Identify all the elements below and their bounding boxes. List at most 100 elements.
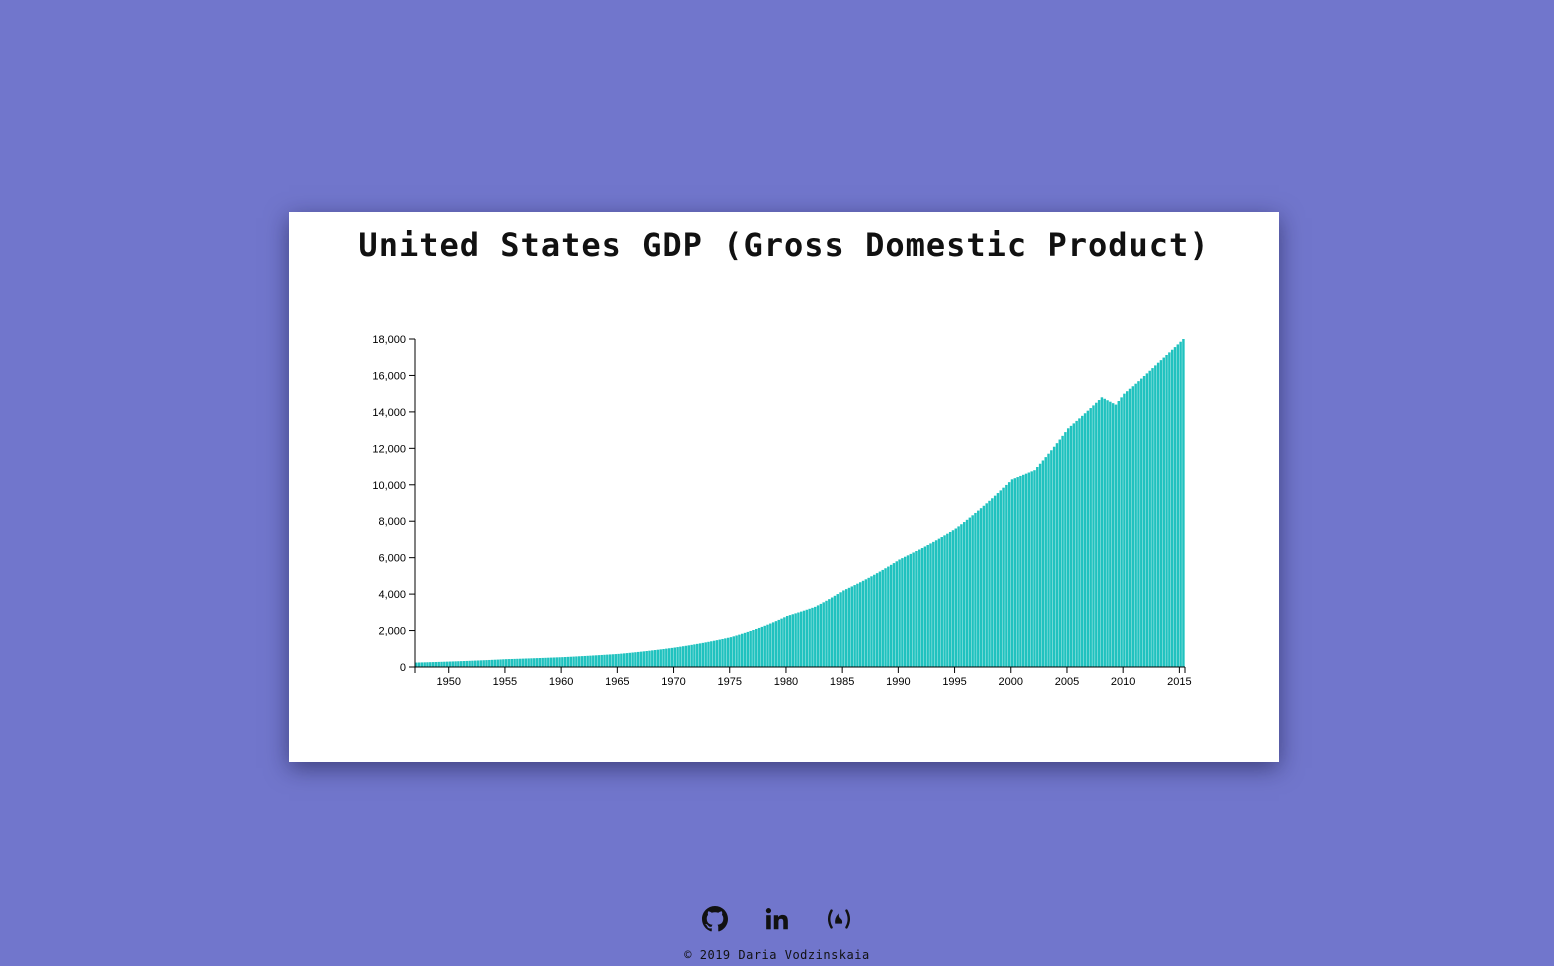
gdp-bar[interactable]: [738, 634, 741, 667]
gdp-bar[interactable]: [572, 656, 575, 667]
gdp-bar[interactable]: [1024, 473, 1028, 667]
gdp-bar[interactable]: [474, 660, 477, 667]
gdp-bar[interactable]: [541, 657, 544, 667]
gdp-bar[interactable]: [777, 619, 780, 667]
gdp-bar[interactable]: [974, 512, 977, 667]
gdp-bar[interactable]: [1022, 474, 1025, 667]
gdp-bar[interactable]: [608, 654, 612, 667]
gdp-bar[interactable]: [575, 656, 578, 667]
gdp-bar[interactable]: [752, 629, 755, 667]
gdp-bar[interactable]: [999, 490, 1002, 667]
gdp-bar[interactable]: [681, 646, 685, 667]
gdp-bar[interactable]: [937, 538, 941, 667]
gdp-bar[interactable]: [468, 660, 471, 667]
gdp-bar[interactable]: [915, 551, 918, 667]
gdp-bar[interactable]: [819, 603, 823, 667]
gdp-bar[interactable]: [898, 559, 901, 667]
gdp-bar[interactable]: [670, 647, 674, 667]
gdp-bar[interactable]: [490, 659, 494, 667]
gdp-bar[interactable]: [906, 555, 910, 667]
gdp-bar[interactable]: [1041, 460, 1045, 667]
gdp-bar[interactable]: [606, 654, 609, 667]
gdp-bar[interactable]: [881, 569, 884, 667]
gdp-bar[interactable]: [1019, 475, 1022, 667]
gdp-bar[interactable]: [732, 636, 736, 667]
gdp-bar[interactable]: [1013, 478, 1017, 667]
gdp-bar[interactable]: [712, 640, 716, 667]
gdp-bar[interactable]: [822, 602, 825, 667]
gdp-bar[interactable]: [496, 659, 499, 667]
gdp-bar[interactable]: [760, 626, 764, 667]
gdp-bar[interactable]: [988, 500, 991, 667]
gdp-bar[interactable]: [962, 522, 966, 667]
gdp-bar[interactable]: [696, 643, 699, 667]
gdp-bar[interactable]: [479, 660, 483, 667]
gdp-bar[interactable]: [1092, 405, 1095, 667]
gdp-bar[interactable]: [504, 659, 508, 667]
gdp-bar[interactable]: [1061, 435, 1064, 667]
gdp-bar[interactable]: [1106, 400, 1109, 667]
gdp-bar[interactable]: [991, 498, 994, 667]
gdp-bar[interactable]: [611, 654, 615, 667]
gdp-bar[interactable]: [429, 662, 432, 667]
gdp-bar[interactable]: [673, 647, 676, 668]
gdp-bar[interactable]: [558, 657, 561, 667]
gdp-bar[interactable]: [996, 493, 1000, 667]
gdp-bar[interactable]: [918, 549, 921, 667]
gdp-bar[interactable]: [957, 526, 960, 667]
gdp-bar[interactable]: [884, 568, 887, 667]
gdp-bar[interactable]: [577, 656, 581, 667]
gdp-bar[interactable]: [676, 647, 679, 667]
gdp-bar[interactable]: [533, 658, 536, 667]
gdp-bar[interactable]: [445, 661, 449, 667]
gdp-bar[interactable]: [485, 660, 488, 667]
gdp-bar[interactable]: [1128, 388, 1132, 667]
gdp-bar[interactable]: [561, 657, 564, 667]
gdp-bar[interactable]: [985, 503, 988, 667]
gdp-bar[interactable]: [1069, 425, 1073, 667]
gdp-bar[interactable]: [977, 510, 980, 667]
gdp-bar[interactable]: [662, 648, 665, 667]
gdp-bar[interactable]: [1145, 373, 1149, 667]
gdp-bar[interactable]: [563, 657, 567, 667]
gdp-bar[interactable]: [1010, 479, 1014, 667]
gdp-bar[interactable]: [889, 564, 893, 667]
gdp-bar[interactable]: [1075, 420, 1078, 667]
freecodecamp-icon[interactable]: [825, 905, 853, 933]
gdp-bar[interactable]: [926, 544, 929, 667]
gdp-bar[interactable]: [1030, 471, 1033, 667]
gdp-bar[interactable]: [951, 530, 955, 667]
gdp-bar[interactable]: [549, 657, 553, 667]
gdp-bar[interactable]: [934, 540, 938, 667]
gdp-bar[interactable]: [800, 611, 803, 667]
gdp-bar[interactable]: [853, 585, 856, 667]
gdp-bar[interactable]: [887, 566, 890, 667]
gdp-bar[interactable]: [839, 592, 842, 667]
gdp-bar[interactable]: [797, 612, 800, 667]
gdp-bar[interactable]: [465, 660, 469, 667]
gdp-bar[interactable]: [788, 615, 792, 667]
gdp-bar[interactable]: [875, 573, 879, 667]
gdp-bar[interactable]: [642, 651, 646, 667]
gdp-bar[interactable]: [802, 610, 806, 667]
gdp-bar[interactable]: [873, 574, 876, 667]
gdp-bar[interactable]: [516, 658, 519, 667]
gdp-bar[interactable]: [1036, 467, 1039, 667]
gdp-bar[interactable]: [617, 653, 620, 667]
gdp-bar[interactable]: [1050, 450, 1053, 667]
gdp-bar[interactable]: [1081, 415, 1084, 667]
gdp-bar[interactable]: [850, 586, 854, 667]
gdp-bar[interactable]: [423, 662, 426, 667]
gdp-bar[interactable]: [912, 552, 915, 667]
gdp-bar[interactable]: [735, 635, 738, 667]
gdp-bar[interactable]: [954, 528, 958, 667]
gdp-bar[interactable]: [535, 658, 539, 667]
gdp-bar[interactable]: [923, 546, 927, 667]
gdp-bar[interactable]: [794, 613, 797, 667]
gdp-bar[interactable]: [1134, 383, 1137, 667]
gdp-bar[interactable]: [499, 659, 502, 667]
gdp-bar[interactable]: [825, 600, 828, 667]
gdp-bar[interactable]: [684, 645, 688, 667]
gdp-bar[interactable]: [426, 662, 429, 667]
gdp-bar[interactable]: [594, 655, 598, 667]
